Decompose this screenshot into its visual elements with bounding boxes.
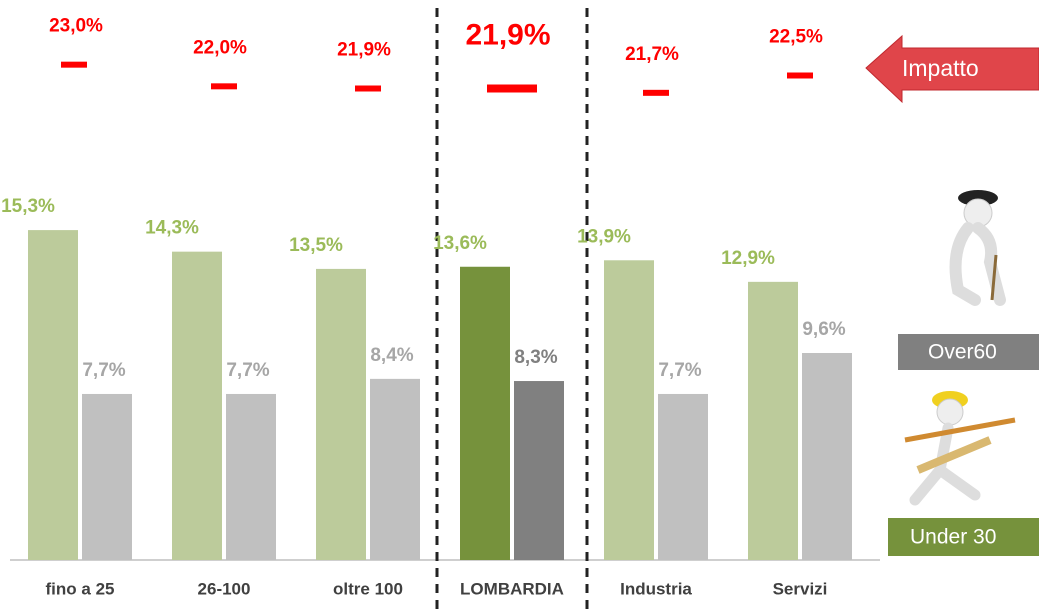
bar <box>658 394 708 560</box>
value-label: 9,6% <box>802 319 845 340</box>
impact-mark <box>355 86 381 92</box>
value-label: 8,4% <box>370 345 413 366</box>
bar <box>460 267 510 560</box>
impact-mark <box>487 85 537 93</box>
bar <box>748 282 798 560</box>
value-label: 7,7% <box>82 360 125 381</box>
bar <box>604 260 654 560</box>
bar <box>172 252 222 560</box>
value-label: 12,9% <box>721 248 775 269</box>
over60-figure <box>956 190 1000 300</box>
impact-mark <box>643 90 669 96</box>
x-tick-label: Servizi <box>773 579 828 598</box>
value-label: 21,9% <box>337 40 391 61</box>
bar <box>316 269 366 560</box>
value-label: 13,5% <box>289 235 343 256</box>
x-tick-label: 26-100 <box>198 579 251 598</box>
value-label: 15,3% <box>1 196 55 217</box>
impact-mark <box>61 62 87 68</box>
value-label: 13,9% <box>577 226 631 247</box>
x-tick-label: LOMBARDIA <box>460 579 564 598</box>
under30-figure <box>905 391 1015 500</box>
impact-mark <box>211 83 237 89</box>
value-label: 13,6% <box>433 233 487 254</box>
bar <box>370 379 420 560</box>
chart: Impatto Over60 Under 30 fino a 25 15,3% 7,… <box>0 0 1039 616</box>
value-label: 7,7% <box>658 360 701 381</box>
value-label: 7,7% <box>226 360 269 381</box>
impact-mark <box>787 73 813 79</box>
legend-label: Impatto <box>902 55 979 81</box>
value-label: 23,0% <box>49 16 103 37</box>
value-label: 22,0% <box>193 37 247 58</box>
value-label: 21,9% <box>465 18 550 51</box>
value-label: 8,3% <box>514 347 557 368</box>
bar <box>28 230 78 560</box>
bar <box>82 394 132 560</box>
bar <box>226 394 276 560</box>
x-tick-label: Industria <box>620 579 692 598</box>
impatto-arrow: Impatto <box>866 36 1039 102</box>
x-tick-label: oltre 100 <box>333 579 403 598</box>
value-label: 21,7% <box>625 44 679 65</box>
bar <box>802 353 852 560</box>
value-label: 14,3% <box>145 218 199 239</box>
value-label: 22,5% <box>769 27 823 48</box>
legend-label: Over60 <box>928 341 997 364</box>
legend-label: Under 30 <box>910 526 996 549</box>
x-tick-label: fino a 25 <box>46 579 115 598</box>
bar <box>514 381 564 560</box>
